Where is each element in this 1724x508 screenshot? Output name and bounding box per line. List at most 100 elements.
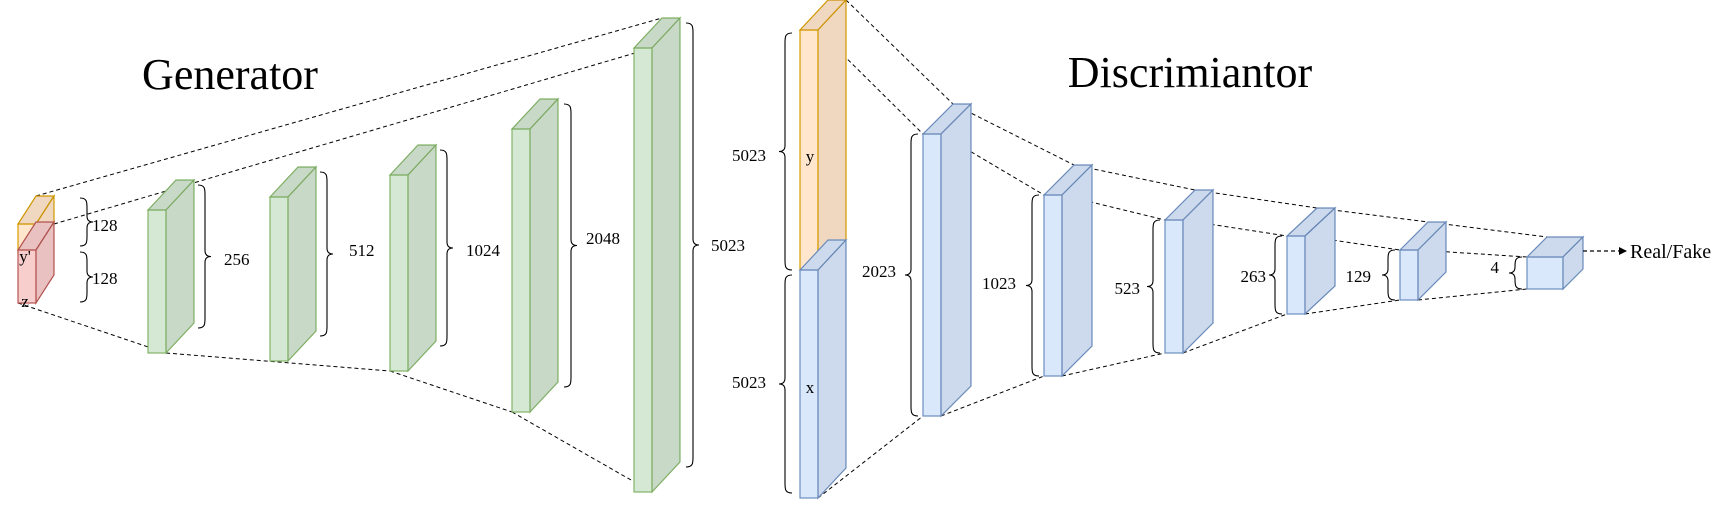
generator-layer-3-brace [439,149,454,347]
generator-layer-4-block-side [529,97,559,414]
discriminator-funnel-mid-6 [1417,249,1528,258]
generator-layer-2-block [268,165,318,363]
generator-funnel-top-2 [53,47,653,225]
generator-layer-1-brace [197,184,212,329]
generator-layer-4-block-top-shade [512,99,558,129]
generator-layer-5-block [632,16,682,494]
discriminator-layer-2-block-side [1061,163,1093,378]
discriminator-layer-1-brace [904,133,919,417]
discriminator-funnel-bottom-1 [817,415,924,499]
discriminator-input-brace-x [778,274,793,494]
generator-layer-2-block-side [287,165,317,363]
discriminator-input-x-block-top-shade [800,240,846,270]
generator-layer-3-block [388,143,438,373]
generator-layer-3-block-top-shade [390,145,436,175]
discriminator-layer-size-3: 523 [1115,279,1141,298]
discriminator-layer-6-block-side-shade [1563,237,1583,289]
discriminator-layer-5-block [1398,220,1448,302]
generator-input-label-z: z [21,292,29,311]
discriminator-layer-5-block-side [1417,220,1447,302]
discriminator-funnel-bottom-2 [940,375,1045,417]
discriminator-layer-3-block [1163,188,1215,355]
discriminator-funnel-top-6 [1427,221,1548,238]
discriminator-layer-1-block-side-shade [941,104,971,416]
layer-blocks [16,0,1585,500]
discriminator-funnel-bottom-6 [1417,288,1528,301]
generator-layer-3-block-side-shade [408,145,436,371]
discriminator-layer-4-block-top-shade [1287,208,1335,236]
generator-funnel-bottom-1 [17,302,167,354]
generator-layer-5-block-front [633,47,653,493]
discriminator-layer-2-block-side-shade [1062,165,1092,376]
output-label: Real/Fake [1630,241,1711,263]
generator-layer-1-block-side-shade [166,180,194,353]
discriminator-funnel-mid-2 [940,133,1045,196]
discriminator-layer-size-2: 1023 [982,274,1016,293]
discriminator-input-label-y: y [806,147,815,166]
discriminator-input-y-block-side-shade [818,0,846,270]
discriminator-layer-1-block-front [922,133,942,417]
generator-layer-2-brace [319,171,334,337]
generator-layer-4-block-side-shade [530,99,558,412]
generator-input-z-block [16,219,56,306]
discriminator-input-size-y: 5023 [732,146,766,165]
discriminator-funnel-top-1 [845,0,954,105]
generator-funnel-bottom-3 [389,370,513,413]
generator-layer-1-block-front [147,209,167,354]
discriminator-layer-4-block-front [1286,235,1306,315]
discriminator-layer-1-block-side [940,102,972,418]
discriminator-layer-4-block-side [1304,206,1336,316]
generator-layer-1-block-top-shade [148,180,194,210]
discriminator-layer-5-block-top-shade [1400,222,1446,250]
generator-layer-5-brace [685,22,700,468]
generator-layer-4-block-front [511,128,531,413]
discriminator-layer-1-block-top-shade [923,104,971,134]
discriminator-input-brace-y [778,32,793,271]
generator-layer-5-block-side [651,16,681,494]
generator-layer-size-1: 256 [224,250,250,269]
discriminator-input-x-block [798,238,848,500]
discriminator-funnel-top-5 [1316,207,1429,223]
discriminator-layer-size-5: 129 [1346,267,1372,286]
discriminator-layer-5-block-side-shade [1418,222,1446,300]
discriminator-layer-4-block-side-shade [1305,208,1335,314]
connector-lines [17,0,1548,499]
generator-layer-1-block-side [165,178,195,355]
discriminator-input-size-x: 5023 [732,373,766,392]
generator-input-brace-y [79,197,94,247]
discriminator-layer-2-block [1042,163,1094,378]
generator-input-z-block-top-shade [18,222,54,250]
generator-layer-2-block-top-shade [270,167,316,197]
discriminator-funnel-bottom-3 [1061,352,1166,377]
discriminator-layer-1-block [921,102,973,418]
discriminator-input-label-x: x [806,378,815,397]
discriminator-layer-size-4: 263 [1241,267,1267,286]
generator-layer-size-4: 2048 [586,229,620,248]
discriminator-layer-3-block-top-shade [1165,190,1213,220]
discriminator-layer-6-block-front [1526,256,1564,290]
generator-input-brace-z [79,251,94,303]
generator-funnel-top-1 [35,17,663,197]
discriminator-layer-4-brace [1268,235,1283,315]
discriminator-layer-3-block-side [1182,188,1214,355]
generator-layer-3-block-front [389,174,409,372]
generator-funnel-bottom-4 [511,411,653,493]
generator-title: Generator [142,50,318,99]
generator-layer-size-3: 1024 [466,241,501,260]
generator-layer-2-block-side-shade [288,167,316,361]
discriminator-input-y-block-top [798,0,847,31]
generator-layer-2-block-front [269,196,289,362]
discriminator-input-x-block-side [817,238,847,500]
generator-layer-4-brace [563,103,578,388]
discriminator-layer-5-brace [1381,249,1396,301]
generator-layer-5-block-side-shade [652,18,680,492]
discriminator-layer-3-brace [1146,219,1161,354]
discriminator-funnel-bottom-5 [1304,299,1401,315]
discriminator-layer-3-block-front [1164,219,1184,354]
generator-funnel-bottom-2 [165,352,391,372]
discriminator-layer-6-block [1525,235,1585,291]
generator-layer-3-block-side [407,143,437,373]
generator-input-size-y: 128 [92,216,118,235]
